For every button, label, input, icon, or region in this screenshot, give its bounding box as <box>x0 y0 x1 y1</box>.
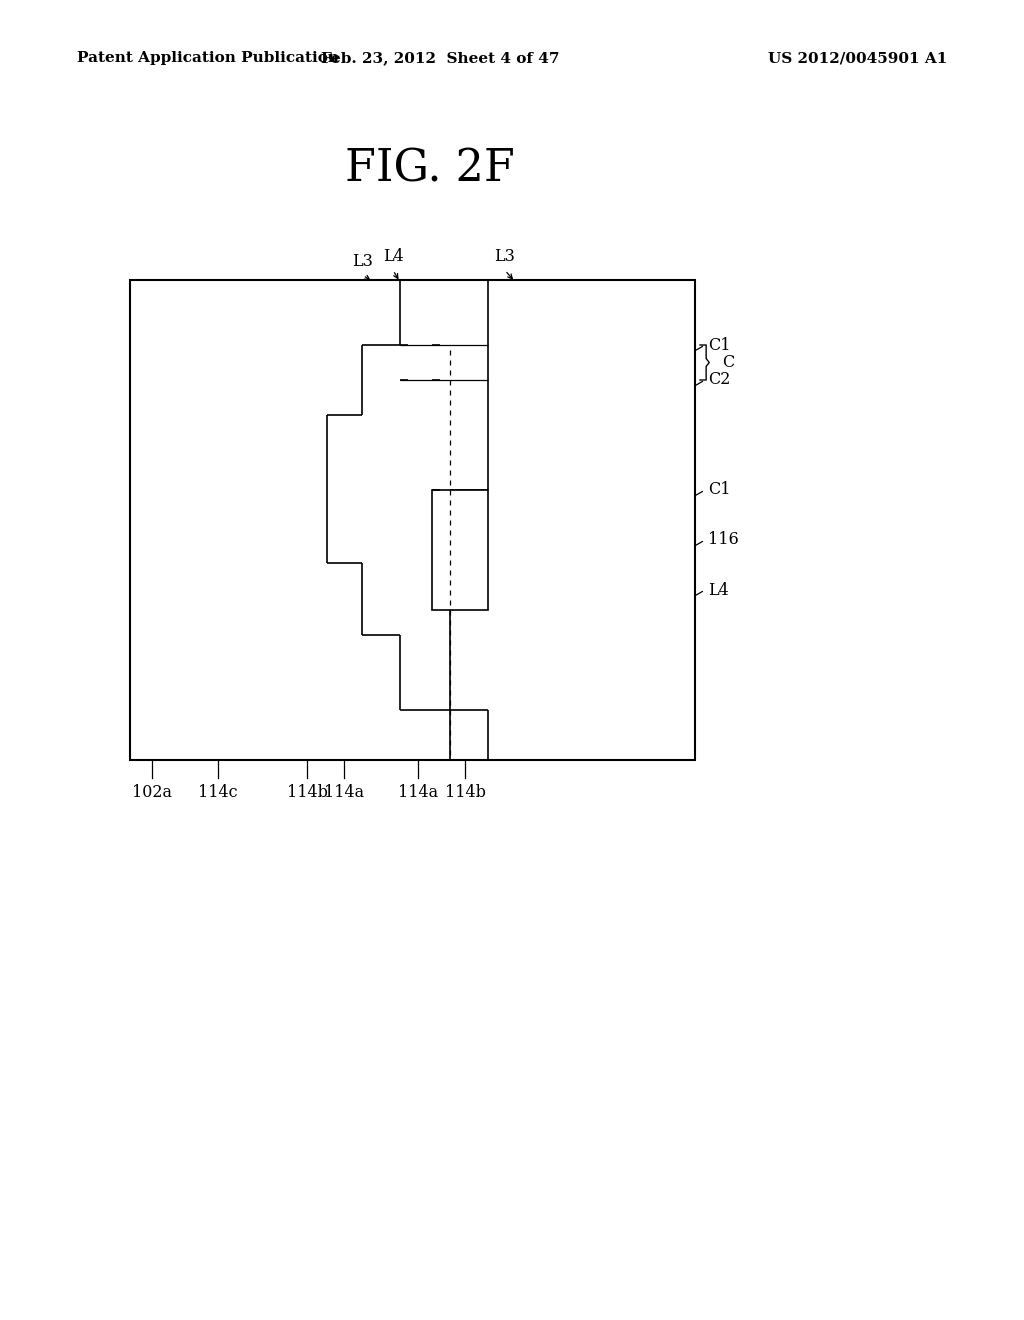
Bar <box>562 280 600 760</box>
Text: L3: L3 <box>495 248 515 265</box>
Bar <box>400 635 450 710</box>
Text: C: C <box>723 354 735 371</box>
Bar <box>327 280 362 760</box>
Text: 102a: 102a <box>132 784 172 801</box>
Text: L3: L3 <box>352 253 374 271</box>
Text: L4: L4 <box>708 582 729 598</box>
Bar <box>362 280 400 760</box>
Bar <box>130 280 175 760</box>
Bar <box>432 490 488 610</box>
Bar <box>287 280 327 760</box>
Bar <box>175 280 210 760</box>
Bar <box>327 414 488 490</box>
Text: C2: C2 <box>708 371 730 388</box>
Bar <box>210 280 252 760</box>
Bar <box>362 280 400 760</box>
Text: Feb. 23, 2012  Sheet 4 of 47: Feb. 23, 2012 Sheet 4 of 47 <box>322 51 559 65</box>
Bar <box>488 280 528 760</box>
Bar <box>130 280 695 760</box>
Bar <box>600 280 637 760</box>
Text: C1: C1 <box>708 337 730 354</box>
Bar <box>130 280 695 760</box>
Bar <box>327 490 450 564</box>
Text: FIG. 2F: FIG. 2F <box>345 148 515 190</box>
Text: 114b: 114b <box>287 784 328 801</box>
Text: L4: L4 <box>383 248 403 265</box>
Text: 114a: 114a <box>324 784 365 801</box>
Bar <box>252 280 287 760</box>
Text: C1: C1 <box>708 482 730 499</box>
Text: 114a: 114a <box>398 784 438 801</box>
Bar <box>362 564 450 635</box>
Bar <box>637 280 695 760</box>
Bar <box>528 280 562 760</box>
Text: Patent Application Publication: Patent Application Publication <box>77 51 339 65</box>
Bar <box>210 280 252 760</box>
Text: 114b: 114b <box>444 784 485 801</box>
Bar <box>400 280 488 345</box>
Bar <box>637 280 695 760</box>
Bar <box>287 280 327 760</box>
Text: US 2012/0045901 A1: US 2012/0045901 A1 <box>768 51 947 65</box>
Text: 116: 116 <box>708 532 738 549</box>
Bar <box>362 345 488 414</box>
Bar <box>130 280 175 760</box>
Bar <box>432 490 488 610</box>
Bar <box>488 280 528 760</box>
Text: 114c: 114c <box>199 784 238 801</box>
Bar <box>562 280 600 760</box>
Bar <box>400 710 488 760</box>
